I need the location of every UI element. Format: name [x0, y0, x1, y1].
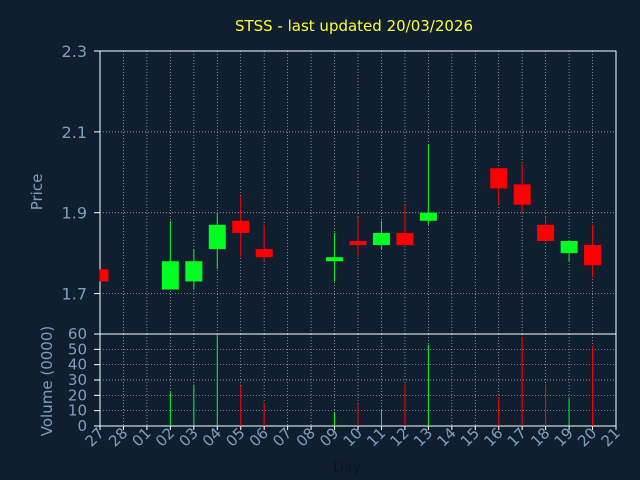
- day-tick-labels: 2728010203040506070809101112131415161718…: [82, 424, 624, 450]
- candle-body-up: [372, 232, 390, 246]
- price-tick-label: 1.7: [62, 285, 87, 304]
- volume-tick-label: 20: [68, 386, 87, 404]
- candle-body-down: [255, 249, 273, 258]
- candle-body-down: [584, 245, 602, 266]
- price-panel: 1.7 1.9 2.1 2.3: [62, 42, 617, 335]
- price-tick-label: 1.9: [62, 204, 87, 223]
- volume-tick-label: 50: [68, 340, 87, 358]
- candle-body-down: [100, 269, 109, 282]
- candle-body-down: [232, 220, 250, 233]
- volume-axis-label: Volume (0000): [38, 326, 56, 436]
- price-tick-label: 2.3: [62, 42, 87, 61]
- volume-tick-label: 10: [68, 402, 87, 420]
- candle-body-up: [560, 241, 578, 254]
- volume-tick-label: 30: [68, 371, 87, 389]
- candle-body-up: [161, 261, 179, 290]
- volume-tick-label: 40: [68, 356, 87, 374]
- candle-body-up: [208, 224, 226, 250]
- candle-body-up: [185, 261, 203, 282]
- price-tick-label: 2.1: [62, 123, 87, 142]
- candle-body-up: [326, 257, 344, 262]
- candle-body-down: [396, 232, 414, 246]
- candle-body-down: [537, 224, 555, 242]
- candle-body-down: [513, 184, 531, 205]
- candle-body-up: [419, 212, 437, 221]
- candle-body-down: [490, 168, 508, 189]
- price-axis-label: Price: [28, 174, 46, 211]
- volume-tick-label: 0: [77, 417, 87, 435]
- candle-body-down: [349, 241, 367, 246]
- chart-title: STSS - last updated 20/03/2026: [235, 17, 473, 35]
- x-axis-label: Day: [333, 460, 361, 476]
- volume-tick-label: 60: [68, 325, 87, 343]
